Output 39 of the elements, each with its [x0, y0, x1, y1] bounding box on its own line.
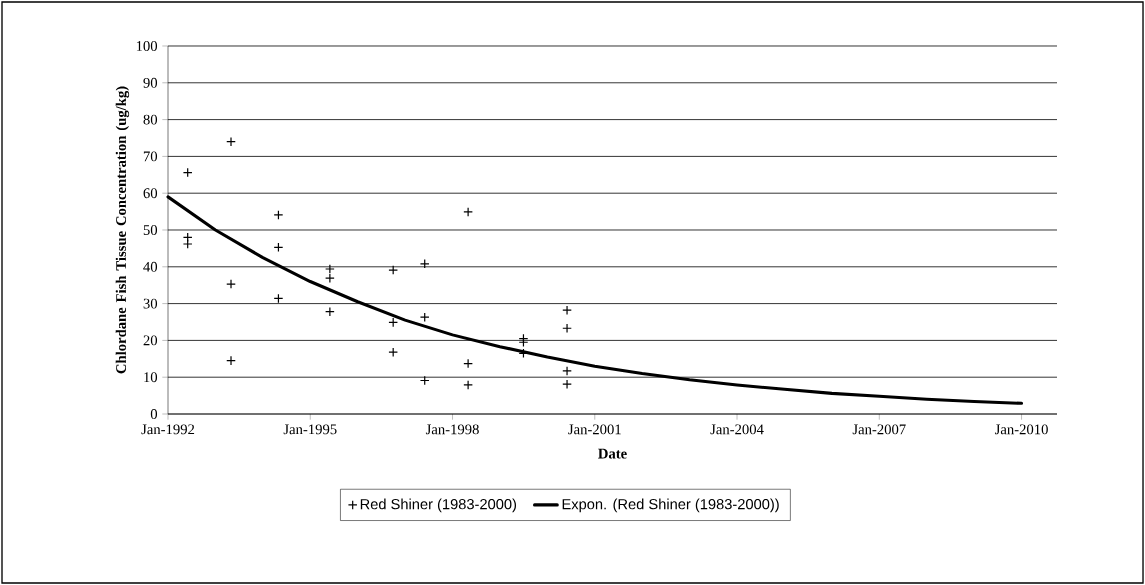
x-tick-label: Jan-1992 [141, 424, 195, 435]
y-tick-label: 90 [143, 77, 158, 88]
y-tick-label: 60 [143, 188, 158, 199]
y-tick-label: 40 [143, 261, 158, 272]
x-tick-label: Jan-2004 [710, 424, 764, 435]
y-tick-label: 10 [144, 372, 158, 383]
point [419, 258, 430, 269]
x-axis-title: Date [598, 448, 627, 459]
point [226, 355, 236, 366]
y-tick-label: 70 [143, 151, 158, 162]
x-tick-label: Jan-2007 [852, 424, 906, 435]
point [562, 305, 572, 316]
point [182, 239, 193, 249]
x-tick-label: Jan-1995 [283, 424, 337, 435]
y-tick-label: 30 [143, 298, 158, 309]
y-axis-title: Chlordane Fish Tissue Concentration (ug/kg) [115, 86, 130, 374]
y-tick-label: 20 [143, 335, 158, 346]
x-tick-label: Jan-1998 [425, 424, 479, 435]
point [562, 366, 572, 376]
x-tick-label: Jan-2001 [568, 424, 621, 435]
legend-label: Red Shiner (1983-2000) [360, 498, 517, 513]
legend-label: Expon. (Red Shiner (1983-2000)) [562, 498, 779, 513]
point [325, 306, 335, 317]
point [325, 264, 335, 274]
point [463, 207, 473, 217]
y-tick-label: 80 [143, 114, 158, 125]
point [273, 210, 284, 220]
y-tick-label: 50 [143, 225, 158, 235]
point [226, 279, 236, 289]
x-tick-label: Jan-2010 [994, 424, 1048, 435]
point [463, 358, 473, 369]
point [562, 323, 572, 334]
point [226, 136, 236, 147]
y-tick-label: 100 [136, 41, 158, 51]
point [325, 273, 335, 284]
point [463, 380, 473, 390]
point [388, 265, 399, 275]
point [562, 379, 572, 390]
y-tick-label: 0 [150, 409, 158, 419]
